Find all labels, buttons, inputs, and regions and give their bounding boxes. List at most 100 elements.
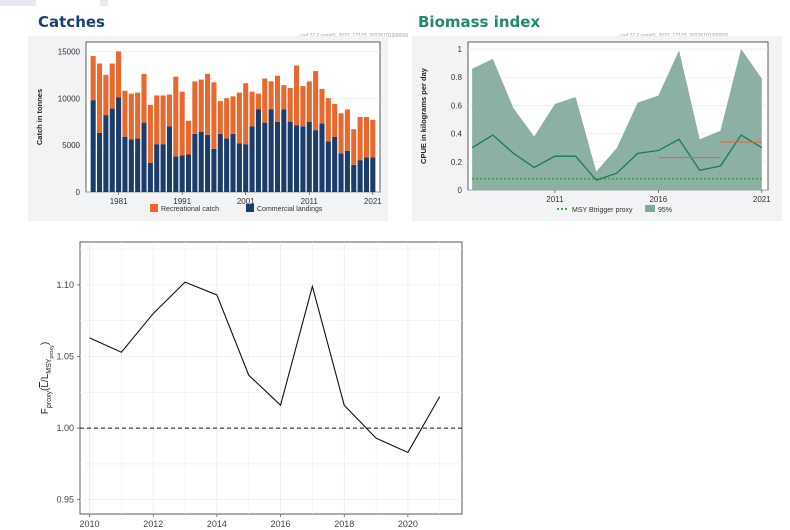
fproxy-chart: 0.95 1.00 1.05 1.10 2010 2012 2014 2016 2018 2020… bbox=[40, 241, 463, 528]
recreational-bar bbox=[90, 56, 96, 101]
commercial-bar bbox=[230, 133, 236, 192]
commercial-bar bbox=[96, 132, 103, 192]
commercial-bar bbox=[338, 153, 344, 192]
commercial-bar bbox=[217, 133, 223, 192]
legend-label-95: 95% bbox=[658, 207, 672, 214]
recreational-bar bbox=[255, 93, 261, 110]
recreational-bar bbox=[160, 95, 166, 145]
commercial-bar bbox=[135, 138, 141, 192]
commercial-bar bbox=[274, 121, 281, 192]
fproxy-y-tick-label: 1.10 bbox=[56, 280, 74, 290]
commercial-bar bbox=[357, 160, 363, 192]
fproxy-y-axis-part: L bbox=[40, 382, 51, 388]
commercial-bar bbox=[300, 126, 306, 192]
legend-swatch-95 bbox=[645, 205, 655, 212]
fproxy-y-axis-text: Fproxy(L/LMSYproxy) bbox=[40, 342, 55, 414]
recreational-bar bbox=[357, 117, 363, 161]
recreational-bar bbox=[135, 92, 141, 139]
commercial-bar bbox=[332, 136, 338, 192]
catches-x-tick-label: 1981 bbox=[110, 197, 128, 206]
fproxy-x-tick-label: 2014 bbox=[207, 519, 227, 528]
commercial-bar bbox=[294, 125, 300, 192]
commercial-bar bbox=[173, 156, 179, 192]
biomass-y-tick-label: 0 bbox=[458, 186, 463, 195]
commercial-bar bbox=[122, 136, 128, 192]
fproxy-y-axis-part: L bbox=[40, 373, 51, 379]
catches-y-tick-label: 5000 bbox=[62, 141, 80, 150]
recreational-bar bbox=[274, 75, 281, 122]
recreational-bar bbox=[332, 103, 338, 137]
commercial-bar bbox=[103, 115, 109, 192]
recreational-bar bbox=[103, 74, 109, 116]
recreational-bar bbox=[319, 88, 325, 124]
recreational-bar bbox=[198, 79, 204, 132]
fproxy-x-tick-label: 2010 bbox=[80, 519, 100, 528]
commercial-bar bbox=[249, 126, 255, 192]
recreational-bar bbox=[96, 63, 103, 133]
recreational-bar bbox=[370, 119, 376, 158]
biomass-y-tick-label: 0.4 bbox=[451, 130, 463, 139]
fproxy-y-axis-label: Fproxy(L/LMSYproxy) bbox=[40, 342, 55, 414]
fproxy-x-tick-label: 2020 bbox=[398, 519, 418, 528]
recreational-bar bbox=[300, 86, 306, 127]
catches-chart: 0 5000 10000 15000 1981 1991 2001 2011 2021 Catch… bbox=[28, 36, 388, 221]
biomass-y-tick-label: 0.6 bbox=[451, 101, 463, 110]
corner-bar bbox=[0, 0, 36, 6]
recreational-bar bbox=[325, 98, 331, 142]
fproxy-y-tick-label: 1.05 bbox=[56, 352, 74, 362]
commercial-bar bbox=[192, 133, 198, 192]
commercial-bar bbox=[224, 138, 230, 192]
commercial-bar bbox=[90, 100, 96, 192]
fproxy-y-tick-label: 0.95 bbox=[56, 495, 74, 505]
biomass-index-line bbox=[471, 134, 763, 181]
recreational-bar bbox=[147, 104, 153, 163]
recreational-bar bbox=[166, 94, 172, 127]
commercial-bar bbox=[243, 144, 249, 192]
fproxy-x-tick-label: 2012 bbox=[143, 519, 163, 528]
catches-y-tick-label: 15000 bbox=[58, 47, 81, 56]
catches-title: Catches bbox=[38, 13, 105, 31]
recreational-bar bbox=[205, 73, 211, 135]
recreational-bar bbox=[141, 73, 147, 123]
catches-x-tick-label: 2021 bbox=[364, 197, 382, 206]
recreational-bar bbox=[154, 95, 160, 145]
recreational-bar bbox=[236, 92, 242, 144]
commercial-bar bbox=[166, 126, 172, 192]
recreational-bar bbox=[217, 101, 223, 134]
recreational-bar bbox=[338, 113, 344, 154]
recreational-bar bbox=[262, 78, 268, 123]
legend-label-commercial: Commercial landings bbox=[257, 206, 323, 213]
biomass-chart: 0 0.2 0.4 0.6 0.8 1 2011 2016 2021 CPUE in kilogr… bbox=[412, 36, 782, 221]
recreational-bar bbox=[122, 90, 128, 137]
biomass-title: Biomass index bbox=[418, 13, 541, 31]
recreational-bar bbox=[306, 81, 312, 122]
commercial-bar bbox=[154, 144, 160, 192]
recreational-bar bbox=[128, 93, 134, 140]
fproxy-line bbox=[89, 281, 441, 454]
recreational-bar bbox=[294, 65, 300, 126]
commercial-bar bbox=[141, 122, 147, 192]
fproxy-y-tick-label: 1.00 bbox=[56, 423, 74, 433]
commercial-bar bbox=[363, 157, 370, 192]
catches-y-tick-label: 10000 bbox=[58, 94, 81, 103]
biomass-y-axis-label: CPUE in kilograms per day bbox=[419, 67, 428, 164]
commercial-bar bbox=[179, 155, 185, 192]
recreational-bar bbox=[287, 87, 293, 122]
commercial-bar bbox=[281, 109, 287, 192]
fproxy-plot-area bbox=[79, 241, 463, 515]
commercial-bar bbox=[344, 150, 350, 192]
catches-x-tick-label: 2011 bbox=[301, 197, 319, 206]
legend-swatch-commercial bbox=[246, 204, 254, 212]
recreational-bar bbox=[173, 76, 179, 157]
commercial-bar bbox=[205, 134, 211, 192]
commercial-bar bbox=[109, 108, 115, 192]
commercial-bar bbox=[147, 162, 153, 192]
fproxy-y-axis-part: MSY bbox=[46, 358, 53, 374]
commercial-bar bbox=[128, 139, 134, 192]
fproxy-y-axis-part: ) bbox=[40, 342, 51, 345]
biomass-y-tick-label: 1 bbox=[458, 45, 463, 54]
recreational-bar bbox=[109, 63, 115, 109]
commercial-bar bbox=[319, 123, 325, 192]
commercial-bar bbox=[185, 154, 192, 192]
fproxy-y-axis-part: / bbox=[40, 379, 51, 382]
